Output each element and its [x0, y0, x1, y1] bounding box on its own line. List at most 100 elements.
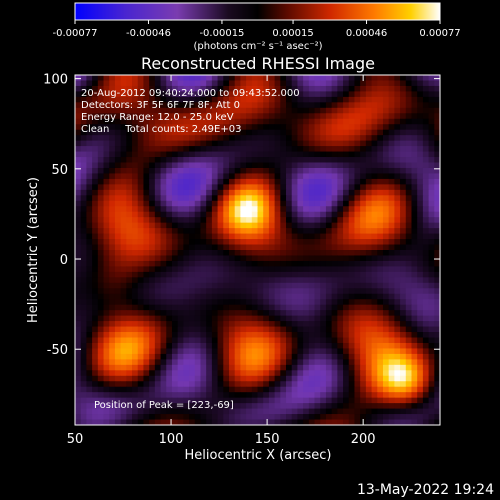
- heatmap-cell: [240, 91, 247, 98]
- heatmap-cell: [126, 102, 133, 109]
- heatmap-cell: [189, 80, 196, 87]
- heatmap-cell: [354, 419, 361, 426]
- heatmap-cell: [120, 337, 127, 344]
- heatmap-cell: [297, 288, 304, 295]
- heatmap-cell: [240, 375, 247, 382]
- heatmap-cell: [297, 96, 304, 103]
- heatmap-cell: [388, 414, 395, 420]
- heatmap-cell: [274, 228, 281, 234]
- heatmap-cell: [297, 124, 304, 131]
- heatmap-cell: [137, 178, 144, 185]
- heatmap-cell: [320, 195, 327, 202]
- heatmap-cell: [320, 129, 327, 136]
- heatmap-cell: [268, 370, 276, 377]
- heatmap-cell: [194, 151, 201, 158]
- heatmap-cell: [377, 271, 384, 278]
- heatmap-cell: [331, 80, 338, 87]
- heatmap-cell: [97, 414, 104, 420]
- heatmap-cell: [400, 359, 407, 366]
- heatmap-cell: [297, 310, 304, 317]
- heatmap-cell: [428, 102, 435, 109]
- heatmap-cell: [348, 293, 355, 300]
- heatmap-cell: [211, 140, 218, 147]
- heatmap-cell: [320, 178, 327, 185]
- heatmap-cell: [411, 342, 418, 349]
- heatmap-cell: [92, 255, 99, 262]
- heatmap-cell: [377, 364, 384, 371]
- heatmap-cell: [137, 80, 144, 87]
- heatmap-cell: [194, 80, 201, 87]
- heatmap-cell: [92, 359, 99, 366]
- heatmap-cell: [114, 102, 122, 109]
- heatmap-cell: [343, 419, 350, 426]
- heatmap-cell: [80, 288, 87, 295]
- heatmap-cell: [422, 124, 429, 131]
- heatmap-cell: [211, 397, 218, 404]
- heatmap-cell: [160, 408, 167, 415]
- heatmap-cell: [251, 140, 258, 147]
- heatmap-cell: [325, 107, 333, 114]
- heatmap-cell: [422, 200, 429, 207]
- heatmap-cell: [137, 337, 144, 344]
- heatmap-cell: [160, 102, 167, 109]
- heatmap-cell: [126, 359, 133, 366]
- heatmap-cell: [149, 195, 156, 202]
- heatmap-cell: [303, 206, 310, 213]
- heatmap-cell: [109, 266, 116, 273]
- heatmap-cell: [365, 375, 372, 382]
- heatmap-cell: [246, 140, 253, 147]
- heatmap-cell: [337, 102, 344, 109]
- heatmap-cell: [257, 304, 264, 311]
- heatmap-cell: [109, 293, 116, 300]
- heatmap-cell: [189, 386, 196, 393]
- heatmap-cell: [149, 364, 156, 371]
- heatmap-cell: [206, 255, 213, 262]
- heatmap-cell: [223, 124, 230, 131]
- heatmap-cell: [92, 244, 99, 251]
- heatmap-cell: [206, 167, 213, 174]
- heatmap-cell: [263, 397, 270, 404]
- heatmap-cell: [360, 184, 367, 191]
- heatmap-cell: [251, 146, 258, 152]
- heatmap-cell: [422, 397, 429, 404]
- heatmap-cell: [274, 124, 281, 131]
- heatmap-cell: [320, 282, 327, 289]
- heatmap-cell: [251, 403, 258, 409]
- heatmap-cell: [160, 96, 167, 103]
- heatmap-cell: [394, 304, 401, 311]
- heatmap-cell: [80, 189, 87, 196]
- heatmap-cell: [320, 102, 327, 109]
- heatmap-cell: [154, 310, 161, 317]
- heatmap-cell: [314, 370, 321, 377]
- heatmap-cell: [320, 304, 327, 311]
- heatmap-cell: [80, 321, 87, 327]
- heatmap-cell: [422, 146, 429, 152]
- heatmap-cell: [228, 288, 236, 295]
- heatmap-cell: [177, 206, 184, 213]
- heatmap-cell: [132, 321, 139, 327]
- heatmap-cell: [251, 91, 258, 98]
- heatmap-cell: [291, 299, 298, 306]
- heatmap-cell: [166, 408, 173, 415]
- heatmap-cell: [120, 107, 127, 114]
- heatmap-cell: [240, 217, 247, 224]
- heatmap-cell: [194, 195, 201, 202]
- heatmap-cell: [417, 195, 424, 202]
- heatmap-cell: [394, 189, 401, 196]
- heatmap-cell: [97, 266, 104, 273]
- heatmap-cell: [308, 332, 315, 338]
- heatmap-cell: [320, 326, 327, 333]
- heatmap-cell: [365, 359, 372, 366]
- heatmap-cell: [177, 135, 184, 142]
- heatmap-cell: [92, 195, 99, 202]
- heatmap-cell: [331, 271, 338, 278]
- heatmap-cell: [114, 282, 122, 289]
- heatmap-cell: [206, 113, 213, 120]
- heatmap-cell: [240, 200, 247, 207]
- heatmap-cell: [280, 113, 287, 120]
- heatmap-cell: [291, 255, 298, 262]
- heatmap-cell: [394, 124, 401, 131]
- heatmap-cell: [211, 151, 218, 158]
- heatmap-cell: [434, 288, 441, 295]
- heatmap-cell: [143, 217, 150, 224]
